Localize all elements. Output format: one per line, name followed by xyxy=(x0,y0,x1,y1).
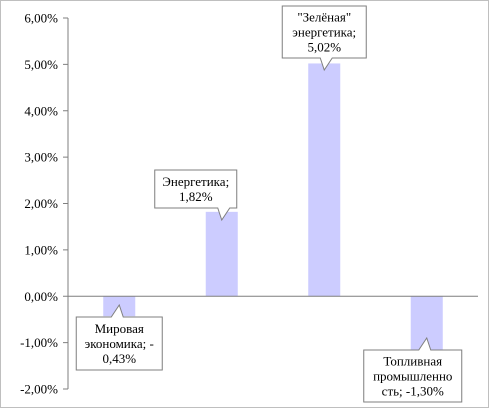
callout-box xyxy=(363,336,463,403)
y-tick-label: 5,00% xyxy=(24,57,58,72)
data-label: промышленно xyxy=(373,369,452,384)
data-label: 0,43% xyxy=(102,351,136,366)
y-tick-label: -1,00% xyxy=(20,335,58,350)
data-label: Топливная xyxy=(383,354,442,369)
y-tick-label: 4,00% xyxy=(24,103,58,118)
data-label: Энергетика; xyxy=(162,174,229,189)
data-label: энергетика; xyxy=(292,25,356,40)
y-tick-label: 2,00% xyxy=(24,196,58,211)
y-tick-label: -2,00% xyxy=(20,382,58,397)
y-tick-label: 0,00% xyxy=(24,289,58,304)
y-tick-label: 3,00% xyxy=(24,150,58,165)
data-label: 1,82% xyxy=(179,189,213,204)
data-label: экономика; - xyxy=(85,336,154,351)
bar xyxy=(308,63,341,297)
data-label: "Зелёная" xyxy=(297,10,351,25)
bar xyxy=(205,211,238,297)
callout-box xyxy=(75,303,163,371)
data-label: Мировая xyxy=(95,321,144,336)
y-axis: 6,00% 5,00% 4,00% 3,00% 2,00% 1,00% 0,00% -1,00… xyxy=(20,11,69,397)
callout-box xyxy=(154,169,238,222)
y-tick-label: 1,00% xyxy=(24,242,58,257)
data-label: сть; -1,30% xyxy=(382,384,444,399)
callout-box xyxy=(281,5,367,72)
y-tick-label: 6,00% xyxy=(24,11,58,26)
data-label: 5,02% xyxy=(307,40,341,55)
